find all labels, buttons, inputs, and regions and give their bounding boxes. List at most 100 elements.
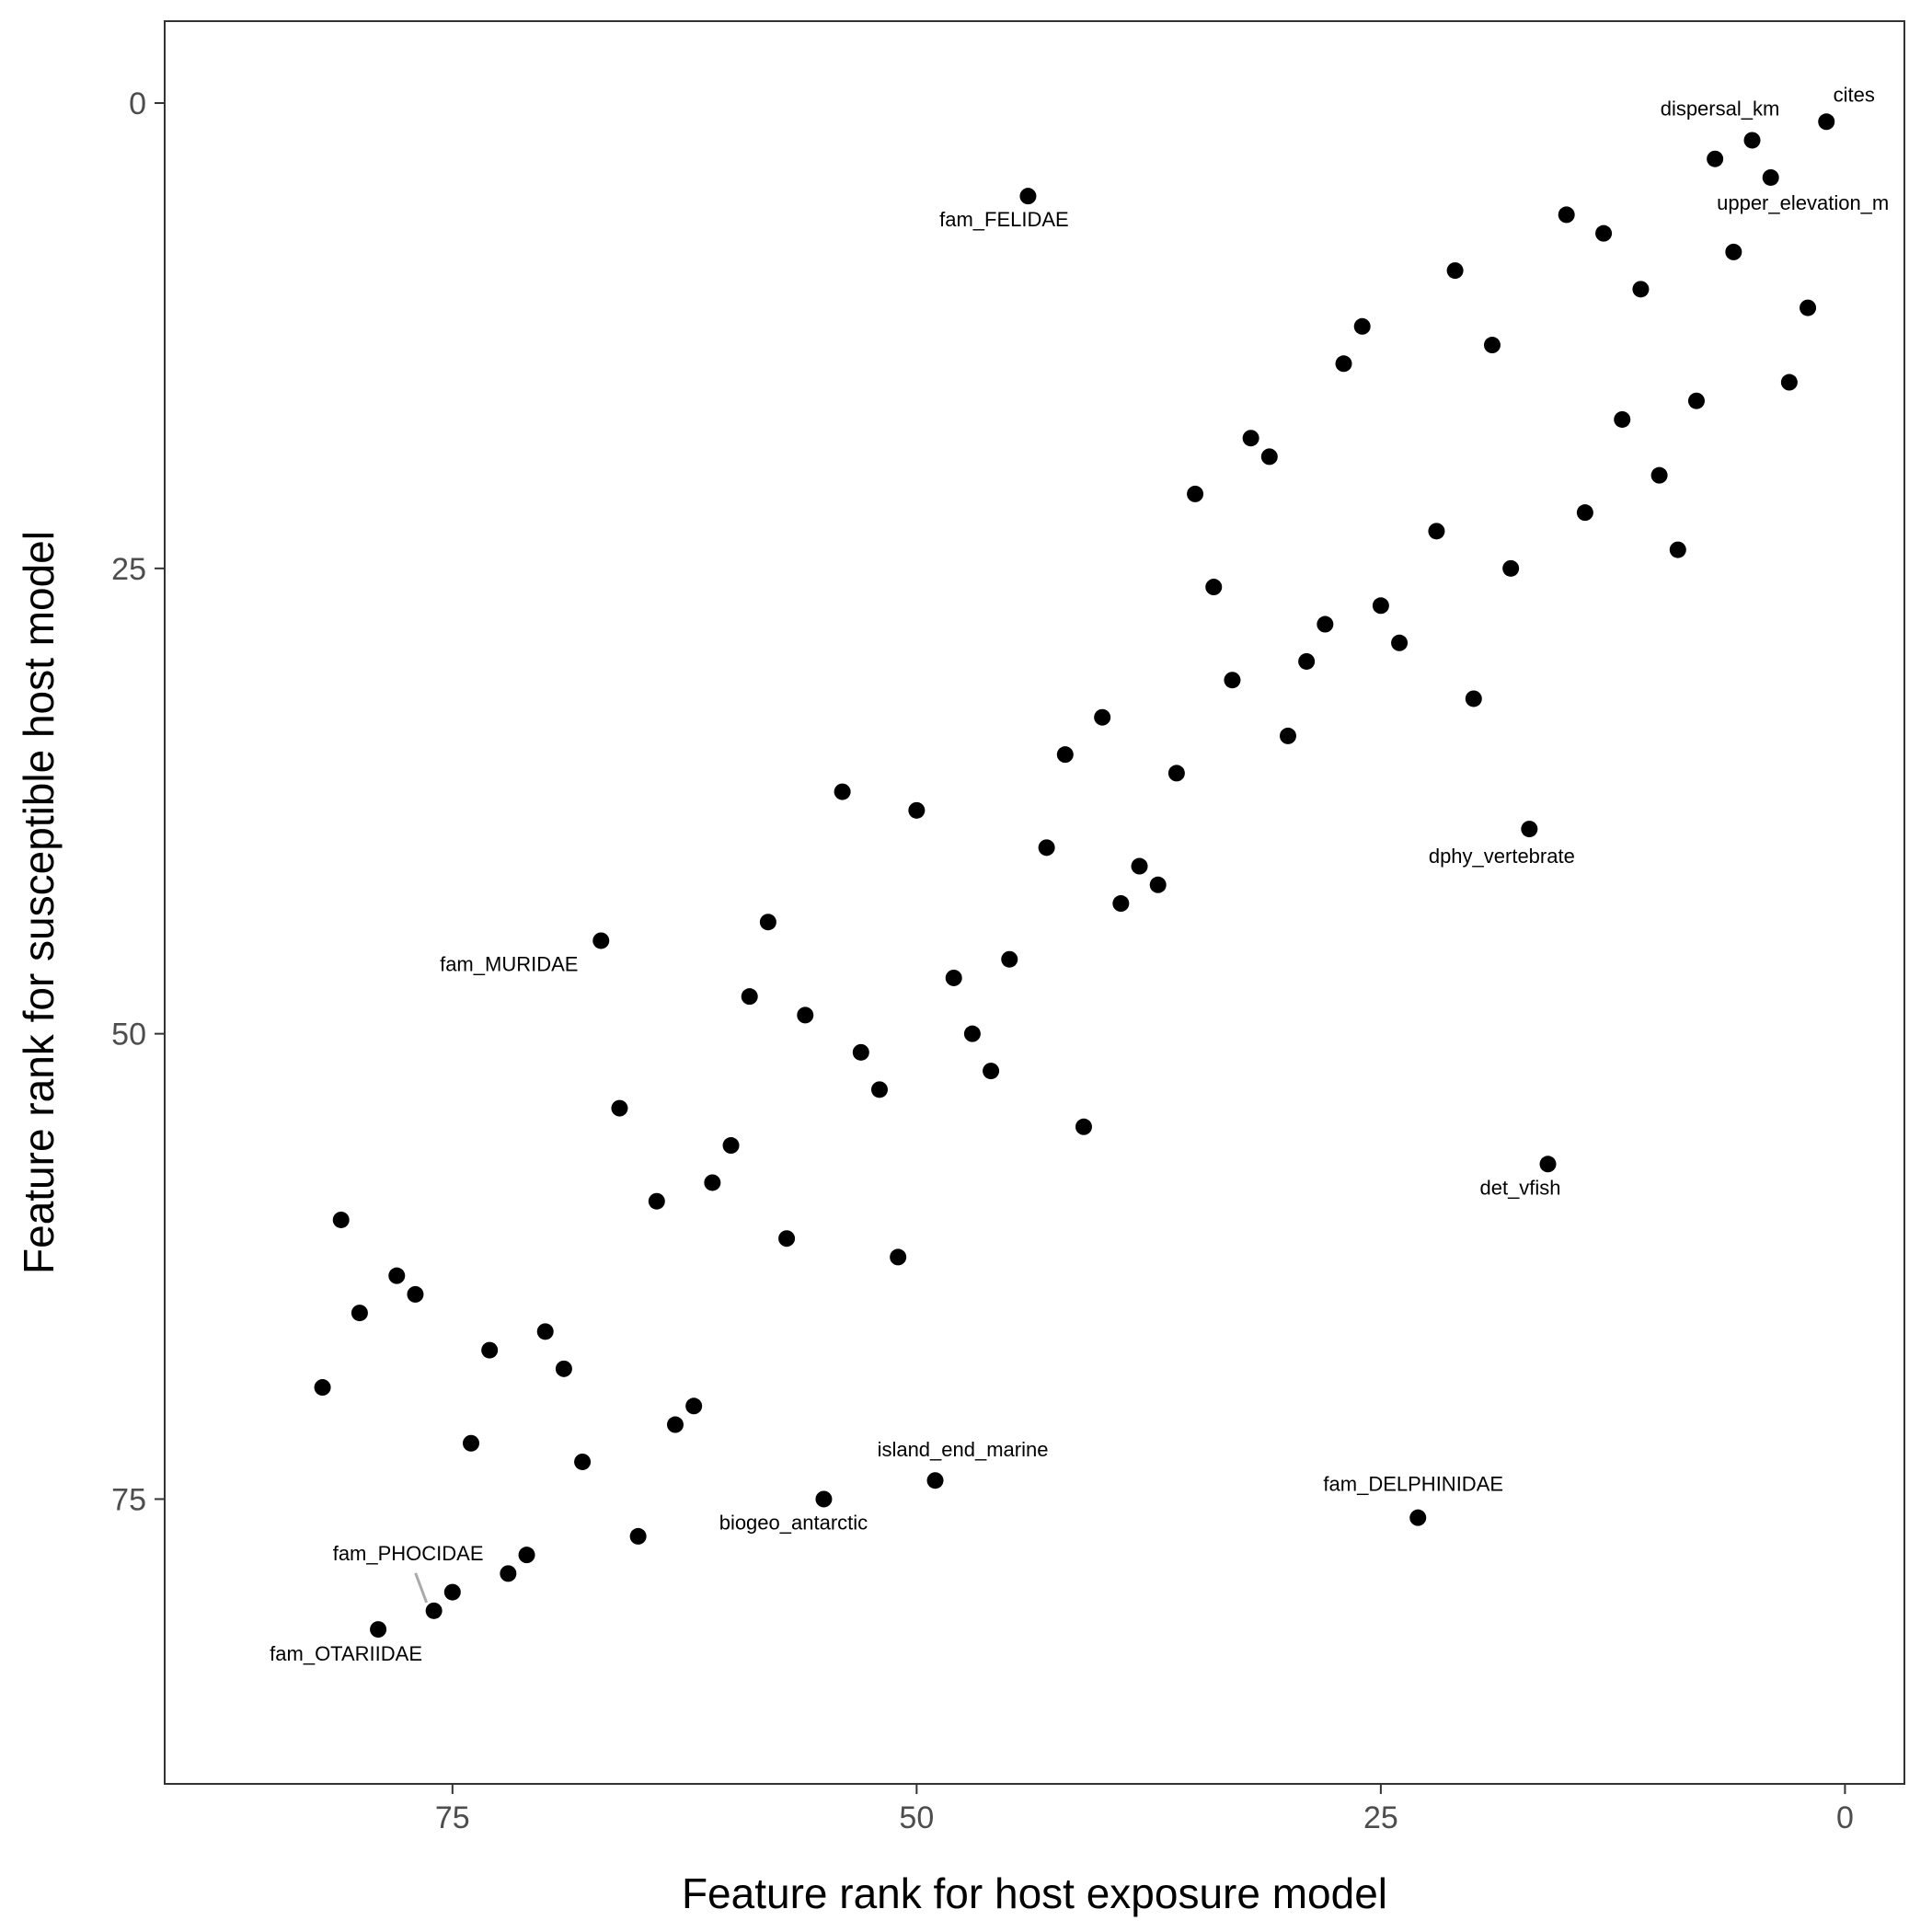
data-point	[574, 1453, 592, 1470]
data-point	[1707, 150, 1724, 167]
data-point	[1075, 1118, 1092, 1135]
data-point	[797, 1006, 814, 1024]
data-point	[1483, 337, 1501, 354]
data-point	[407, 1285, 424, 1303]
data-point	[1112, 895, 1130, 913]
data-point	[852, 1043, 869, 1061]
data-point	[388, 1267, 406, 1284]
point-label: cites	[1834, 83, 1875, 106]
data-point	[1019, 188, 1037, 205]
data-point	[1279, 727, 1296, 744]
data-point	[1187, 485, 1204, 502]
data-point	[1391, 634, 1409, 651]
data-point	[1521, 821, 1538, 838]
data-point	[1558, 206, 1575, 224]
data-point	[963, 1025, 981, 1042]
data-point	[1335, 355, 1352, 373]
data-point	[1131, 857, 1148, 875]
y-tick-label: 50	[111, 1018, 146, 1052]
data-point	[1298, 652, 1316, 670]
data-point	[1762, 168, 1779, 186]
data-point	[1669, 541, 1686, 558]
x-tick-label: 0	[1836, 1800, 1854, 1835]
data-point	[945, 969, 962, 986]
point-label: dphy_vertebrate	[1429, 845, 1575, 868]
data-point	[1614, 410, 1631, 428]
data-point	[778, 1230, 796, 1248]
point-label: fam_FELIDAE	[939, 208, 1069, 231]
x-tick-label: 75	[435, 1800, 470, 1835]
data-point	[1687, 392, 1705, 409]
data-point	[592, 932, 610, 949]
data-point	[1317, 615, 1334, 633]
data-point	[611, 1099, 628, 1117]
data-point	[908, 801, 926, 819]
data-point	[1224, 672, 1241, 689]
panel-border	[164, 20, 1905, 1785]
x-tick-label: 50	[899, 1800, 934, 1835]
data-point	[1650, 466, 1668, 484]
x-axis-title: Feature rank for host exposure model	[682, 1869, 1387, 1917]
data-point	[815, 1490, 833, 1508]
data-point	[890, 1248, 907, 1266]
data-point	[1465, 690, 1482, 707]
data-point	[443, 1583, 461, 1601]
point-label: fam_MURIDAE	[440, 952, 578, 975]
data-point	[314, 1379, 331, 1397]
data-point	[1056, 746, 1074, 764]
data-point	[1780, 374, 1798, 391]
y-axis-title: Feature rank for susceptible host model	[15, 531, 63, 1274]
data-point	[1632, 281, 1650, 298]
data-point	[351, 1305, 368, 1322]
data-point	[481, 1341, 499, 1359]
x-axis: 75 50 25 0	[435, 1784, 1854, 1835]
data-point	[1038, 839, 1055, 857]
data-point	[741, 988, 758, 1006]
data-point	[648, 1192, 665, 1210]
data-point	[926, 1472, 944, 1489]
y-tick-label: 75	[111, 1482, 146, 1517]
data-point	[518, 1547, 535, 1564]
data-point	[1539, 1156, 1557, 1173]
y-tick-label: 25	[111, 552, 146, 587]
data-point	[1167, 765, 1185, 782]
data-point	[555, 1360, 572, 1377]
point-label: fam_DELPHINIDAE	[1323, 1473, 1503, 1496]
data-point	[370, 1621, 387, 1639]
data-point	[759, 914, 776, 931]
data-point	[983, 1063, 1000, 1080]
label-leader-line	[414, 1572, 429, 1604]
data-point	[1428, 523, 1445, 540]
point-label: upper_elevation_m	[1717, 191, 1889, 214]
data-point	[425, 1602, 443, 1619]
data-point	[1595, 224, 1613, 242]
data-point	[332, 1211, 350, 1228]
plot-panel	[164, 20, 1905, 1785]
data-point	[1260, 448, 1278, 466]
data-point	[1149, 876, 1167, 893]
data-points	[314, 113, 1835, 1639]
data-point	[1094, 708, 1111, 726]
data-point	[1001, 950, 1018, 968]
data-point	[1205, 579, 1223, 596]
label-leader-lines	[414, 1572, 429, 1604]
data-point	[722, 1137, 740, 1155]
point-label: det_vfish	[1479, 1176, 1560, 1199]
data-point	[1502, 559, 1520, 577]
data-point	[629, 1527, 647, 1545]
data-point	[1446, 262, 1464, 280]
point-labels: cites dispersal_km upper_elevation_m fam_FE…	[270, 83, 1889, 1665]
data-point	[870, 1081, 888, 1098]
data-point	[685, 1397, 703, 1415]
x-tick-label: 25	[1363, 1800, 1398, 1835]
data-point	[666, 1416, 684, 1433]
data-point	[536, 1323, 554, 1340]
data-point	[1818, 113, 1835, 131]
point-label: dispersal_km	[1661, 97, 1780, 120]
data-point	[1576, 504, 1593, 522]
y-tick-label: 0	[129, 86, 146, 121]
data-point	[1725, 243, 1742, 260]
data-point	[500, 1565, 517, 1582]
